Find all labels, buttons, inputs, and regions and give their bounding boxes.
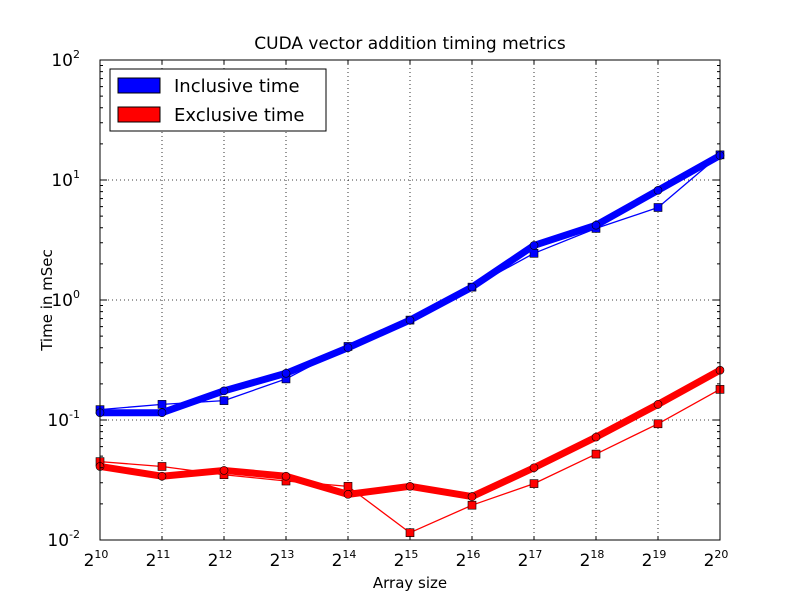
y-tick-label: 100 [51,288,80,311]
data-point [467,282,477,292]
data-point [529,463,539,473]
data-point [467,500,477,510]
data-point [157,408,167,418]
data-point [591,432,601,442]
data-point [219,386,229,396]
data-point [405,482,415,491]
data-point [281,369,291,378]
data-point [219,466,229,475]
series-inclusive-thick [95,151,725,418]
data-point [405,315,415,325]
data-point [653,203,663,212]
legend: Inclusive time Exclusive time [109,68,327,132]
data-point [529,479,539,488]
legend-swatch-exclusive [117,106,161,123]
data-point [157,462,167,471]
chart-title: CUDA vector addition timing metrics [254,34,566,54]
data-point [157,400,167,409]
grid [100,60,720,540]
data-point [405,528,415,538]
legend-label-exclusive: Exclusive time [174,105,305,126]
data-point [653,400,663,409]
data-point [529,241,539,250]
series-layer [95,150,725,538]
data-point [343,490,353,499]
data-point [467,492,477,501]
data-point [281,471,291,481]
legend-label-inclusive: Inclusive time [174,76,300,97]
y-axis-label: Time in mSec [38,249,56,352]
data-point [157,471,167,481]
y-tick-label: 102 [51,48,80,71]
data-point [219,396,229,405]
data-point [343,482,353,491]
data-point [653,186,663,195]
data-point [343,343,353,353]
x-axis-label: Array size [373,574,447,592]
data-point [591,449,601,459]
data-point [653,419,663,429]
legend-swatch-inclusive [117,77,161,94]
data-point [591,220,601,230]
y-tick-label: 101 [51,168,80,191]
